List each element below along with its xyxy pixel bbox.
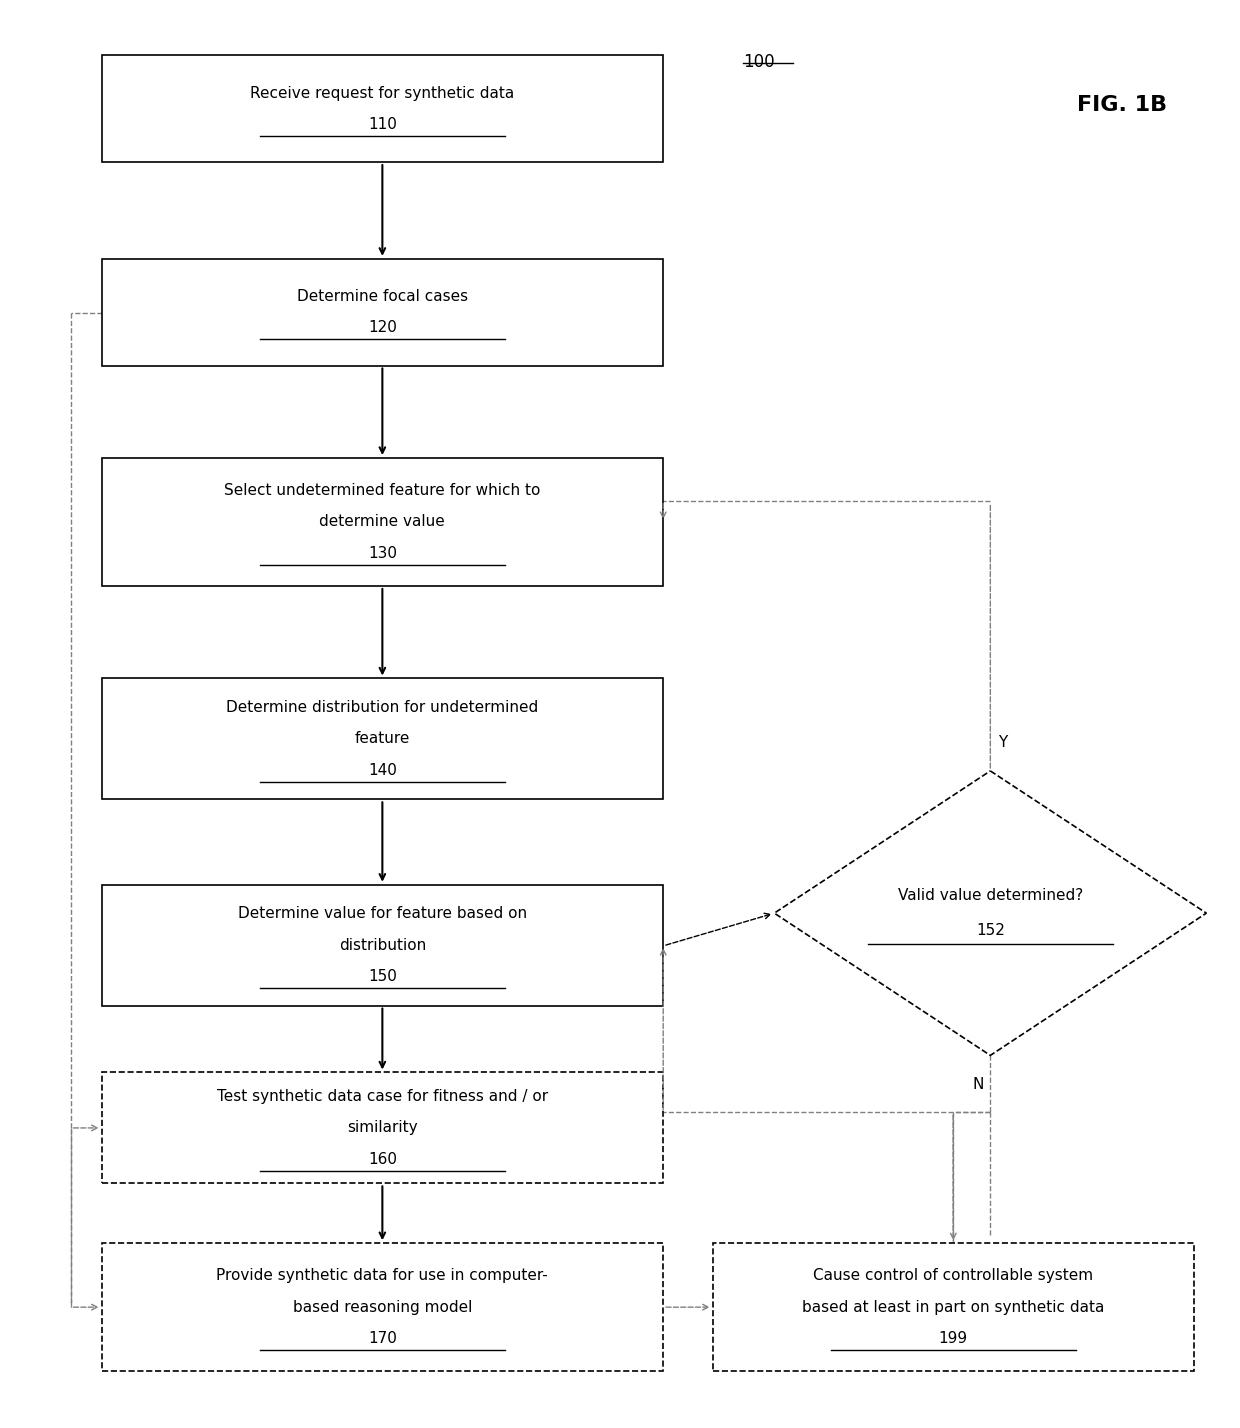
Text: 130: 130: [368, 545, 397, 561]
Text: Provide synthetic data for use in computer-: Provide synthetic data for use in comput…: [217, 1268, 548, 1284]
Text: FIG. 1B: FIG. 1B: [1076, 96, 1167, 116]
FancyBboxPatch shape: [102, 1072, 663, 1184]
Text: Select undetermined feature for which to: Select undetermined feature for which to: [224, 483, 541, 498]
Text: Y: Y: [998, 734, 1007, 750]
Text: Cause control of controllable system: Cause control of controllable system: [813, 1268, 1094, 1284]
Text: 199: 199: [939, 1331, 968, 1347]
Text: Test synthetic data case for fitness and / or: Test synthetic data case for fitness and…: [217, 1090, 548, 1104]
Text: Determine focal cases: Determine focal cases: [296, 288, 467, 304]
Text: distribution: distribution: [339, 938, 427, 952]
FancyBboxPatch shape: [713, 1244, 1194, 1371]
Text: N: N: [972, 1077, 983, 1092]
Text: feature: feature: [355, 731, 410, 747]
FancyBboxPatch shape: [102, 458, 663, 585]
Text: 140: 140: [368, 763, 397, 778]
Text: 170: 170: [368, 1331, 397, 1347]
Text: Determine value for feature based on: Determine value for feature based on: [238, 907, 527, 921]
FancyBboxPatch shape: [102, 885, 663, 1005]
Text: 110: 110: [368, 117, 397, 131]
Text: based reasoning model: based reasoning model: [293, 1299, 472, 1315]
Text: 160: 160: [368, 1152, 397, 1167]
FancyBboxPatch shape: [102, 678, 663, 800]
FancyBboxPatch shape: [102, 56, 663, 163]
Text: 100: 100: [744, 53, 775, 70]
Text: 120: 120: [368, 320, 397, 336]
Text: based at least in part on synthetic data: based at least in part on synthetic data: [802, 1299, 1105, 1315]
Text: 152: 152: [976, 924, 1004, 938]
Text: Valid value determined?: Valid value determined?: [898, 888, 1083, 902]
FancyBboxPatch shape: [102, 1244, 663, 1371]
Text: similarity: similarity: [347, 1121, 418, 1135]
Text: 150: 150: [368, 970, 397, 984]
Text: determine value: determine value: [320, 514, 445, 530]
Text: Determine distribution for undetermined: Determine distribution for undetermined: [226, 700, 538, 715]
FancyBboxPatch shape: [102, 258, 663, 366]
Text: Receive request for synthetic data: Receive request for synthetic data: [250, 86, 515, 100]
